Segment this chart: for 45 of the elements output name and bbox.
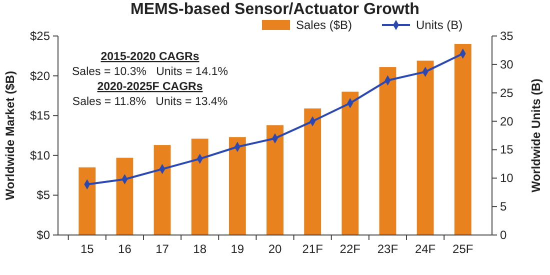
y-tick-label: $5 — [36, 188, 50, 202]
y-tick-label: $0 — [36, 228, 50, 242]
bar — [228, 137, 246, 235]
y2-axis-title: Worldwide Units (B) — [529, 78, 543, 192]
y2-tick-label: 0 — [500, 228, 507, 242]
x-tick-label: 22F — [340, 242, 360, 256]
bar — [154, 145, 171, 235]
legend-label: Sales ($B) — [296, 18, 352, 32]
x-tick-label: 23F — [377, 242, 398, 256]
x-tick-label: 21F — [302, 242, 323, 256]
annotation: Sales = 11.8% Units = 13.4% — [72, 96, 228, 108]
x-tick-label: 17 — [156, 242, 170, 256]
bar — [116, 158, 134, 235]
annotation: Sales = 10.3% Units = 14.1% — [72, 66, 228, 78]
x-tick-label: 16 — [118, 242, 132, 256]
annotation: 2020-2025F CAGRs — [97, 81, 203, 93]
bar — [379, 67, 396, 235]
y2-tick-label: 20 — [500, 114, 514, 128]
annotation: 2015-2020 CAGRs — [100, 51, 200, 63]
bar — [416, 60, 434, 235]
y-tick-label: $25 — [30, 29, 50, 43]
x-tick-label: 25F — [452, 242, 474, 256]
y2-tick-label: 25 — [500, 86, 514, 100]
y2-tick-label: 30 — [500, 57, 514, 72]
y-tick-label: $15 — [30, 108, 50, 123]
bar — [191, 138, 208, 235]
bar — [78, 167, 96, 235]
x-tick-label: 20 — [268, 242, 282, 256]
y2-tick-label: 15 — [500, 142, 514, 157]
x-tick-label: 15 — [80, 242, 94, 256]
y-tick-label: $20 — [30, 68, 50, 83]
y-axis-title: Worldwide Market ($B) — [3, 70, 17, 200]
chart-title: MEMS-based Sensor/Actuator Growth — [130, 1, 420, 18]
x-tick-label: 18 — [193, 242, 207, 256]
bar — [454, 44, 472, 235]
x-tick-label: 24F — [414, 242, 436, 256]
y2-tick-label: 10 — [500, 171, 514, 186]
bar — [342, 92, 359, 235]
legend-label: Units (B) — [416, 18, 463, 32]
bar — [266, 125, 284, 235]
bar — [304, 108, 322, 235]
y-tick-label: $10 — [30, 148, 50, 162]
x-tick-label: 19 — [230, 242, 244, 256]
y2-tick-label: 35 — [500, 29, 514, 43]
y2-tick-label: 5 — [500, 200, 507, 214]
